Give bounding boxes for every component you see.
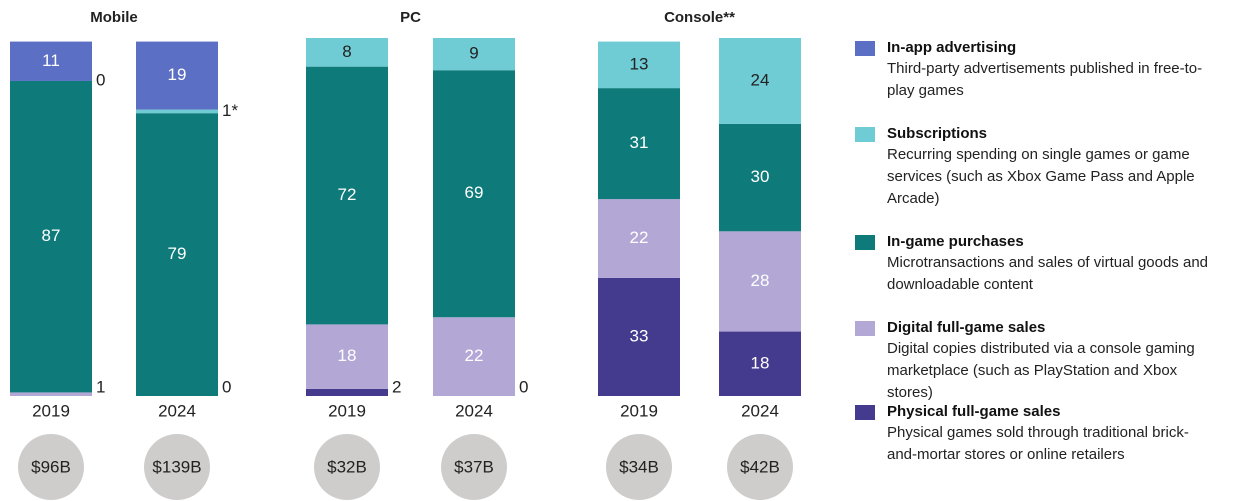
value-label: 0 (96, 70, 105, 89)
value-label: 2 (392, 377, 401, 396)
total-badge (606, 434, 672, 500)
bar-segment (306, 388, 388, 396)
legend-description: Recurring spending on single games or ga… (887, 146, 1195, 207)
total-label: $42B (740, 457, 780, 476)
total-badge (144, 434, 210, 500)
value-label: 19 (168, 65, 187, 84)
legend-description: Microtransactions and sales of virtual g… (887, 254, 1209, 293)
value-label: 30 (751, 167, 770, 186)
legend-item: Subscriptions Recurring spending on singl… (855, 124, 1245, 210)
legend-description: Physical games sold through traditional … (887, 424, 1189, 463)
legend-item: In-app advertising Third-party advertisem… (855, 38, 1245, 102)
value-label: 1 (96, 377, 105, 396)
value-label: 69 (465, 183, 484, 202)
value-label: 11 (42, 51, 60, 70)
total-label: $37B (454, 457, 494, 476)
bar-segment (433, 38, 515, 71)
legend-item: Physical full-game sales Physical games s… (855, 402, 1245, 466)
bar-segment (306, 324, 388, 389)
legend-name: Subscriptions (887, 125, 988, 142)
bar-segment (598, 199, 680, 278)
bar-segment (136, 113, 218, 397)
legend-name: In-game purchases (887, 233, 1024, 250)
x-tick-label: 2024 (158, 401, 196, 420)
bar-segment (306, 66, 388, 325)
group-title: Mobile (90, 9, 138, 26)
bar-segment (306, 38, 388, 67)
value-label: 22 (630, 228, 649, 247)
total-label: $32B (327, 457, 367, 476)
value-label: 79 (168, 244, 187, 263)
value-label: 22 (465, 346, 484, 365)
bar-segment (598, 41, 680, 89)
value-label: 24 (751, 70, 770, 89)
x-tick-label: 2019 (328, 401, 366, 420)
x-tick-label: 2019 (620, 401, 658, 420)
legend-item: In-game purchases Microtransactions and s… (855, 232, 1245, 296)
legend-swatch (855, 321, 875, 336)
x-tick-label: 2024 (455, 401, 493, 420)
total-badge (18, 434, 84, 500)
legend-swatch (855, 41, 875, 56)
legend-swatch (855, 127, 875, 142)
bar-segment (719, 331, 801, 396)
bar-segment (433, 317, 515, 396)
value-label: 0 (519, 377, 528, 396)
bar-segment (719, 123, 801, 232)
value-label: 8 (342, 42, 351, 61)
value-label: 0 (222, 377, 231, 396)
x-tick-label: 2024 (741, 401, 779, 420)
group-title: Console** (664, 9, 735, 26)
value-label: 13 (630, 54, 649, 73)
total-label: $34B (619, 457, 659, 476)
bar-segment (433, 70, 515, 318)
legend-name: In-app advertising (887, 39, 1017, 56)
legend-description: Third-party advertisements published in … (887, 60, 1203, 99)
bar-segment (136, 41, 218, 110)
bar-segment (10, 41, 92, 81)
bar-segment (719, 231, 801, 332)
bar-segment (719, 38, 801, 124)
total-badge (314, 434, 380, 500)
bar-segment (10, 80, 92, 393)
value-label: 9 (469, 44, 478, 63)
total-label: $139B (152, 457, 201, 476)
legend-name: Digital full-game sales (887, 319, 1046, 336)
total-badge (727, 434, 793, 500)
x-tick-label: 2019 (32, 401, 70, 420)
total-badge (441, 434, 507, 500)
legend-swatch (855, 405, 875, 420)
value-label: 1* (222, 101, 238, 120)
value-label: 72 (338, 185, 357, 204)
total-label: $96B (31, 457, 71, 476)
legend-item: Digital full-game sales Digital copies di… (855, 318, 1245, 404)
value-label: 28 (751, 271, 770, 290)
chart: Mobile 1 87 0 11 2019 $96B 0 79 1* 19 2024 $139B PC 2 1… (10, 9, 801, 500)
bar-segment (10, 392, 92, 396)
value-label: 33 (630, 326, 649, 345)
legend-name: Physical full-game sales (887, 403, 1061, 420)
value-label: 18 (338, 346, 357, 365)
group-title: PC (400, 9, 421, 26)
bar-segment (598, 88, 680, 200)
bar-segment (598, 277, 680, 396)
value-label: 18 (751, 353, 770, 372)
legend-swatch (855, 235, 875, 250)
bar-segment (136, 109, 218, 114)
value-label: 87 (42, 226, 61, 245)
legend-description: Digital copies distributed via a console… (887, 340, 1195, 401)
value-label: 31 (630, 133, 649, 152)
